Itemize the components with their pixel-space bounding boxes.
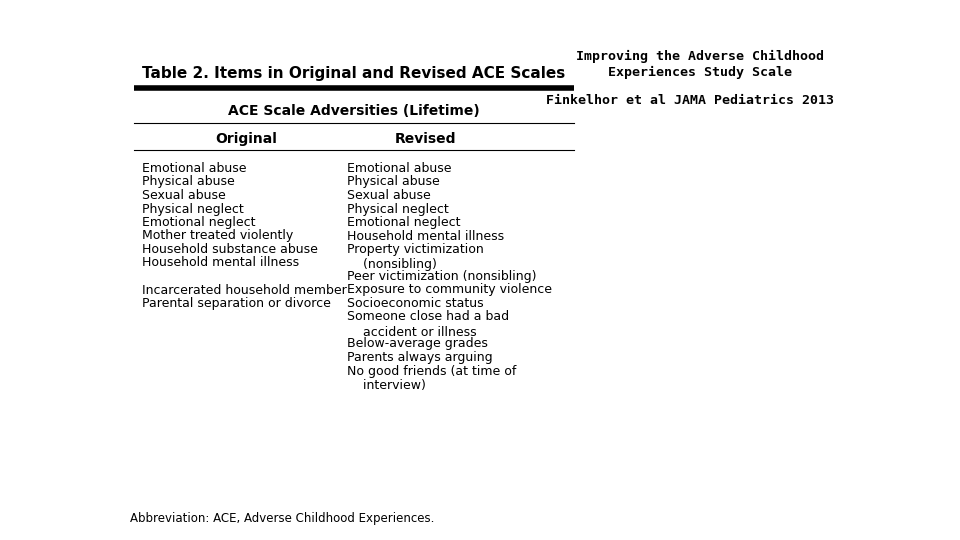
Text: Table 2. Items in Original and Revised ACE Scales: Table 2. Items in Original and Revised A… [142, 66, 565, 81]
Text: Incarcerated household member: Incarcerated household member [142, 284, 347, 296]
Text: Emotional neglect: Emotional neglect [142, 216, 255, 229]
Text: Socioeconomic status: Socioeconomic status [347, 297, 484, 310]
Text: Someone close had a bad
    accident or illness: Someone close had a bad accident or illn… [347, 310, 509, 339]
Text: Household mental illness: Household mental illness [142, 256, 300, 269]
Text: Emotional abuse: Emotional abuse [142, 162, 247, 175]
Text: Physical abuse: Physical abuse [347, 176, 440, 188]
Text: Property victimization
    (nonsibling): Property victimization (nonsibling) [347, 243, 484, 271]
Text: Improving the Adverse Childhood: Improving the Adverse Childhood [576, 50, 824, 63]
Text: Household mental illness: Household mental illness [347, 230, 504, 242]
Text: Abbreviation: ACE, Adverse Childhood Experiences.: Abbreviation: ACE, Adverse Childhood Exp… [130, 512, 434, 525]
Text: Emotional abuse: Emotional abuse [347, 162, 451, 175]
Text: Physical neglect: Physical neglect [142, 202, 244, 215]
Text: Finkelhor et al JAMA Pediatrics 2013: Finkelhor et al JAMA Pediatrics 2013 [546, 94, 834, 107]
Text: Below-average grades: Below-average grades [347, 338, 488, 350]
Text: Physical neglect: Physical neglect [347, 202, 448, 215]
Text: Parents always arguing: Parents always arguing [347, 351, 492, 364]
Text: Emotional neglect: Emotional neglect [347, 216, 461, 229]
Text: Exposure to community violence: Exposure to community violence [347, 284, 552, 296]
Text: Physical abuse: Physical abuse [142, 176, 235, 188]
Text: Peer victimization (nonsibling): Peer victimization (nonsibling) [347, 270, 537, 283]
Text: Parental separation or divorce: Parental separation or divorce [142, 297, 331, 310]
Text: Experiences Study Scale: Experiences Study Scale [608, 66, 792, 79]
Text: No good friends (at time of
    interview): No good friends (at time of interview) [347, 364, 516, 393]
Text: Mother treated violently: Mother treated violently [142, 230, 293, 242]
Text: Household substance abuse: Household substance abuse [142, 243, 318, 256]
Text: Sexual abuse: Sexual abuse [142, 189, 226, 202]
Text: Original: Original [216, 132, 277, 146]
Text: ACE Scale Adversities (Lifetime): ACE Scale Adversities (Lifetime) [228, 104, 480, 118]
Text: Sexual abuse: Sexual abuse [347, 189, 431, 202]
Text: Revised: Revised [395, 132, 456, 146]
